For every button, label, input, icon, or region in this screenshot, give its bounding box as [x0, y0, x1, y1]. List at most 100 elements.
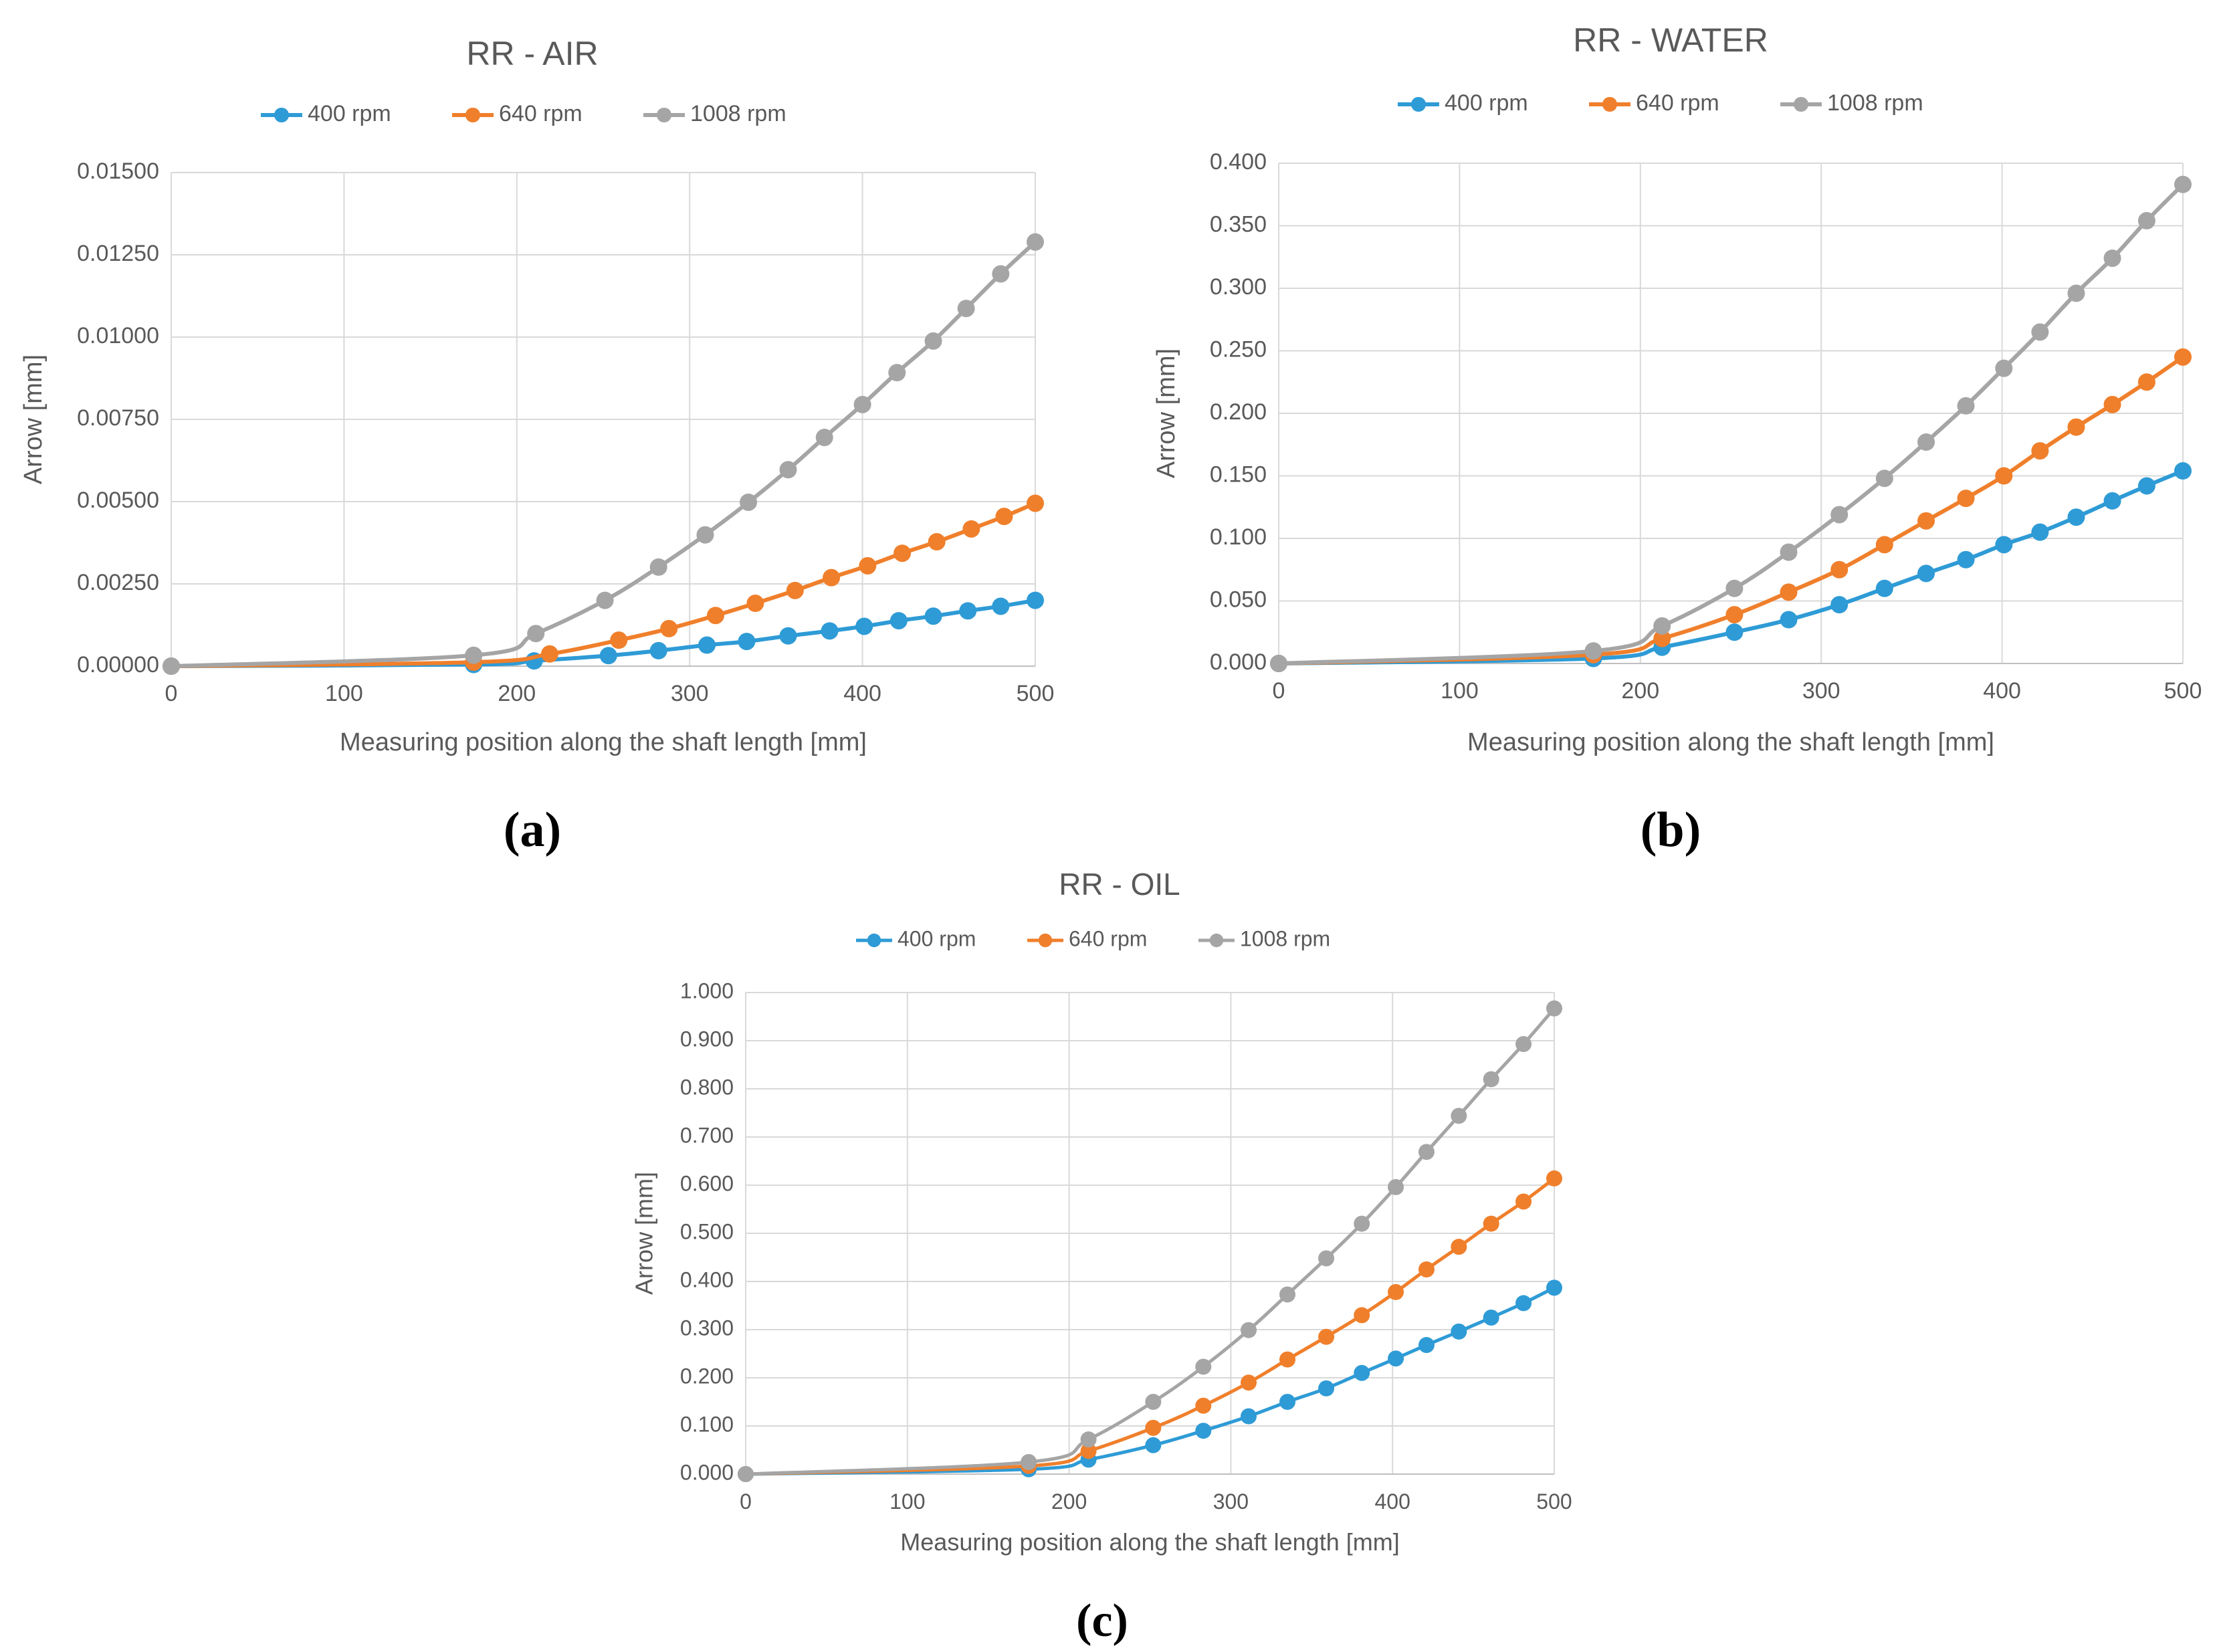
- y-tick-label: 0.600: [680, 1171, 734, 1195]
- y-tick-label: 0.100: [1210, 524, 1267, 550]
- y-tick-label: 0.000: [1210, 649, 1267, 675]
- legend-marker: [1793, 96, 1809, 112]
- data-point: [527, 625, 545, 643]
- data-point: [1584, 642, 1602, 660]
- legend-marker: [465, 107, 481, 123]
- data-point: [1027, 591, 1044, 609]
- x-tick-label: 400: [1983, 678, 2021, 704]
- legend-item: 640 rpm: [1589, 90, 1719, 116]
- y-tick-label: 0.100: [680, 1412, 734, 1436]
- data-point: [738, 1466, 754, 1482]
- legend-marker: [1410, 96, 1427, 112]
- data-point: [1917, 512, 1935, 530]
- panel-label: (a): [504, 803, 561, 857]
- data-point: [779, 627, 797, 645]
- legend-item: 400 rpm: [856, 926, 976, 950]
- series-1008-rpm: [1270, 175, 2192, 672]
- series-640-rpm: [738, 1170, 1562, 1482]
- data-point: [1388, 1178, 1404, 1195]
- y-tick-label: 0.050: [1210, 587, 1267, 612]
- data-point: [1021, 1454, 1037, 1470]
- data-point: [2031, 442, 2049, 460]
- data-point: [821, 622, 839, 640]
- data-point: [738, 633, 756, 651]
- data-point: [2103, 492, 2121, 510]
- y-axis-label: Arrow [mm]: [1152, 348, 1180, 478]
- series-1008-rpm: [163, 233, 1044, 675]
- y-tick-label: 0.00000: [77, 652, 159, 678]
- data-point: [992, 597, 1010, 615]
- y-tick-label: 0.01250: [77, 241, 159, 266]
- data-point: [660, 619, 678, 637]
- data-point: [596, 591, 614, 609]
- data-point: [924, 332, 942, 350]
- data-point: [1354, 1364, 1370, 1381]
- x-tick-label: 0: [1273, 678, 1285, 704]
- data-point: [1145, 1394, 1162, 1410]
- data-point: [1875, 579, 1893, 597]
- data-point: [1279, 1286, 1296, 1303]
- data-point: [1027, 233, 1044, 251]
- data-point: [649, 558, 667, 576]
- data-point: [1145, 1419, 1162, 1436]
- data-point: [698, 636, 716, 654]
- series-line: [169, 501, 1037, 668]
- y-tick-label: 0.000: [680, 1460, 734, 1484]
- data-point: [1240, 1322, 1257, 1338]
- y-tick-label: 0.01500: [77, 159, 159, 184]
- x-tick-label: 100: [1441, 678, 1479, 704]
- data-point: [786, 581, 804, 599]
- series-400-rpm: [738, 1279, 1562, 1482]
- data-point: [706, 607, 724, 625]
- y-tick-label: 0.300: [1210, 274, 1267, 300]
- data-point: [1830, 506, 1849, 524]
- data-point: [1875, 536, 1893, 554]
- data-point: [1483, 1215, 1499, 1232]
- data-point: [1780, 583, 1798, 601]
- data-point: [1080, 1443, 1097, 1459]
- data-point: [1725, 623, 1744, 641]
- data-point: [1653, 617, 1671, 635]
- data-point: [696, 526, 714, 544]
- y-axis-label: Arrow [mm]: [19, 354, 47, 484]
- data-point: [924, 607, 942, 625]
- x-tick-label: 400: [1375, 1489, 1410, 1514]
- legend-label: 1008 rpm: [1827, 90, 1923, 116]
- data-point: [1388, 1283, 1404, 1300]
- data-point: [465, 646, 483, 664]
- legend-label: 400 rpm: [1445, 90, 1528, 116]
- data-point: [815, 429, 833, 447]
- x-tick-label: 200: [1621, 678, 1659, 704]
- data-point: [1483, 1310, 1499, 1326]
- legend-item: 1008 rpm: [643, 101, 786, 126]
- legend-marker: [1038, 933, 1053, 948]
- data-point: [1546, 1170, 1562, 1186]
- data-point: [1653, 629, 1671, 647]
- x-axis-label: Measuring position along the shaft lengt…: [340, 728, 867, 756]
- data-point: [1451, 1239, 1467, 1255]
- y-tick-label: 0.800: [680, 1075, 734, 1099]
- data-point: [1957, 550, 1975, 569]
- data-point: [893, 544, 912, 562]
- chart-panel-1: RR - AIR 400 rpm 640 rpm 1008 rpm 0.00000 0.0…: [19, 35, 1054, 857]
- y-tick-label: 0.900: [680, 1027, 734, 1051]
- data-point: [1546, 1000, 1562, 1017]
- data-point: [1451, 1323, 1467, 1340]
- chart-panel-3: RR - OIL 400 rpm 640 rpm 1008 rpm 0.000 0.100…: [631, 867, 1572, 1647]
- y-tick-label: 0.00250: [77, 570, 159, 595]
- series-1008-rpm: [738, 1000, 1562, 1482]
- data-point: [2067, 508, 2085, 526]
- y-tick-label: 1.000: [680, 978, 734, 1003]
- data-point: [2174, 462, 2192, 480]
- data-point: [853, 395, 871, 413]
- y-tick-label: 0.350: [1210, 211, 1267, 237]
- x-tick-label: 0: [740, 1489, 752, 1514]
- data-point: [2103, 249, 2121, 268]
- y-tick-label: 0.01000: [77, 323, 159, 348]
- data-point: [1995, 359, 2013, 377]
- legend-label: 1008 rpm: [690, 101, 786, 126]
- data-point: [2067, 418, 2085, 436]
- data-point: [1270, 655, 1287, 672]
- data-point: [1418, 1337, 1435, 1354]
- data-point: [1240, 1408, 1257, 1425]
